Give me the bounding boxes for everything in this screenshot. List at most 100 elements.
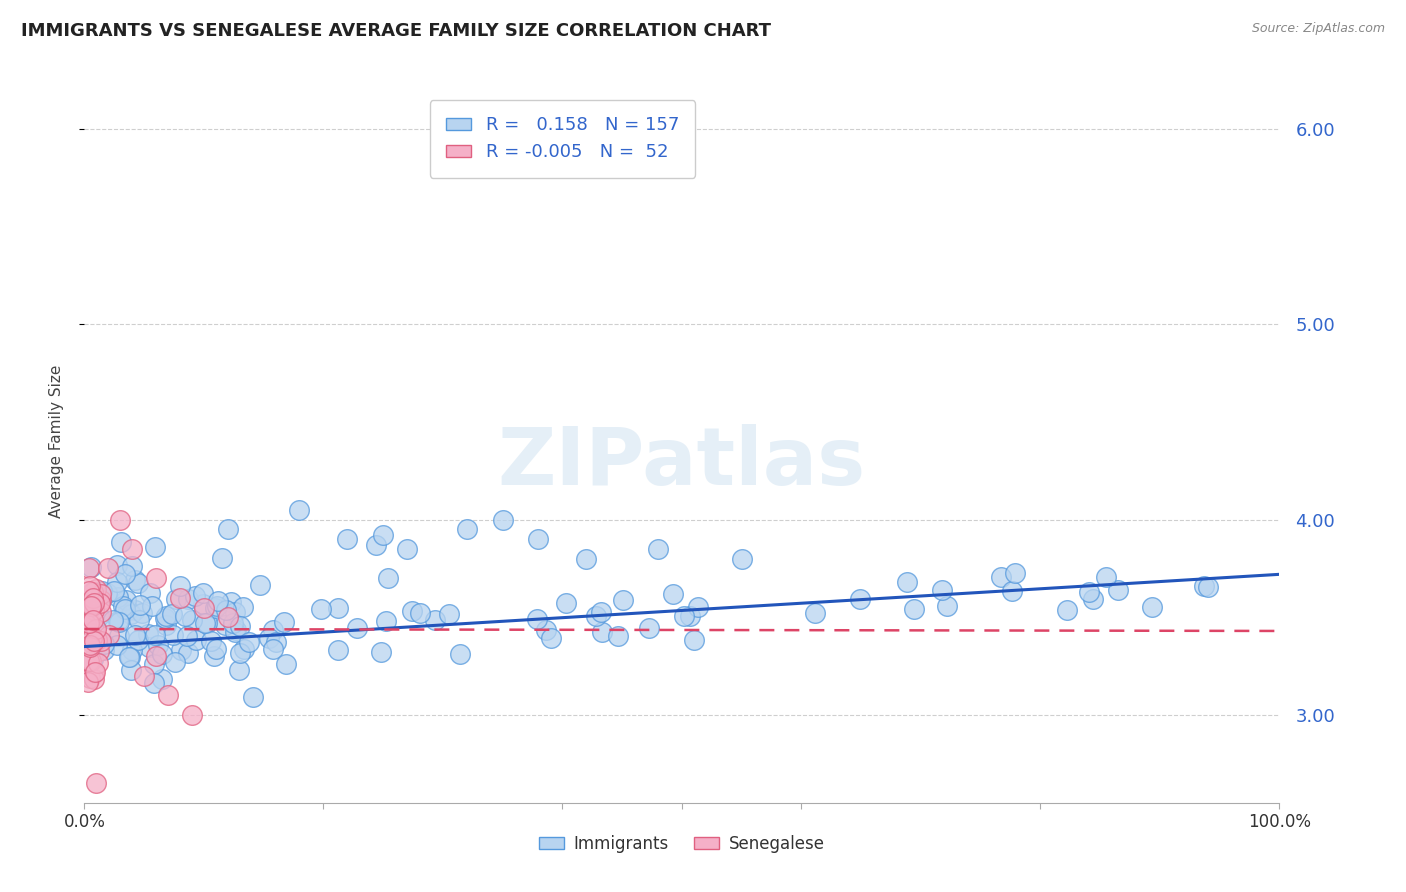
Point xyxy=(526,612,548,626)
Point xyxy=(257,631,280,645)
Point xyxy=(138,640,160,655)
Point xyxy=(224,624,246,639)
Point xyxy=(935,599,957,614)
Point xyxy=(191,586,214,600)
Point xyxy=(82,591,104,606)
Point xyxy=(165,591,187,606)
Point xyxy=(124,603,146,617)
Point xyxy=(80,599,103,613)
Point xyxy=(222,616,245,631)
Point xyxy=(1004,566,1026,580)
Point xyxy=(83,596,105,610)
Point xyxy=(204,601,226,615)
Point xyxy=(84,582,107,596)
Point xyxy=(82,652,104,666)
Point xyxy=(143,657,166,672)
Point xyxy=(80,628,103,642)
Point xyxy=(225,623,247,637)
Point xyxy=(170,643,193,657)
Point xyxy=(107,638,129,652)
Point xyxy=(449,648,471,662)
Point xyxy=(1095,570,1118,584)
Point xyxy=(93,637,115,651)
Point xyxy=(80,654,103,668)
Point xyxy=(238,635,260,649)
Point xyxy=(86,656,108,670)
Point xyxy=(90,605,112,619)
Point xyxy=(79,626,101,640)
Point xyxy=(242,690,264,704)
Point xyxy=(232,600,254,615)
Point xyxy=(83,666,105,681)
Point xyxy=(120,664,142,678)
Point xyxy=(527,532,550,546)
Point xyxy=(90,592,112,607)
Point xyxy=(138,627,160,641)
Point xyxy=(79,640,101,655)
Point xyxy=(176,629,198,643)
Point xyxy=(79,615,101,630)
Point xyxy=(194,615,217,630)
Point xyxy=(181,707,204,722)
Point xyxy=(214,618,236,632)
Point xyxy=(86,776,108,790)
Point xyxy=(205,641,228,656)
Point xyxy=(114,567,136,582)
Point xyxy=(262,623,284,637)
Point xyxy=(1078,584,1101,599)
Text: ZIPatlas: ZIPatlas xyxy=(498,425,866,502)
Point xyxy=(288,503,311,517)
Point xyxy=(83,624,105,638)
Point xyxy=(107,629,129,643)
Point xyxy=(120,607,142,621)
Point xyxy=(79,610,101,624)
Point xyxy=(83,634,105,648)
Point xyxy=(80,632,103,646)
Point xyxy=(160,607,183,622)
Point xyxy=(177,591,200,606)
Point xyxy=(540,632,562,646)
Point xyxy=(153,611,176,625)
Point xyxy=(186,633,208,648)
Point xyxy=(205,599,228,614)
Point xyxy=(1001,584,1024,599)
Point xyxy=(120,649,142,664)
Point xyxy=(110,534,132,549)
Point xyxy=(83,596,105,610)
Point xyxy=(193,600,215,615)
Point xyxy=(143,541,166,555)
Point xyxy=(1107,582,1129,597)
Point xyxy=(492,513,515,527)
Point xyxy=(207,594,229,608)
Point xyxy=(217,523,239,537)
Point xyxy=(575,551,598,566)
Point xyxy=(150,672,173,686)
Point xyxy=(110,513,132,527)
Point xyxy=(90,584,112,599)
Point xyxy=(145,571,167,585)
Point xyxy=(803,606,825,620)
Point xyxy=(612,592,634,607)
Point xyxy=(105,575,128,590)
Point xyxy=(121,541,143,556)
Point xyxy=(195,615,218,630)
Point xyxy=(229,619,252,633)
Point xyxy=(162,628,184,642)
Point xyxy=(249,578,271,592)
Point xyxy=(89,644,111,658)
Point xyxy=(77,583,100,598)
Point xyxy=(82,613,104,627)
Point xyxy=(409,607,432,621)
Point xyxy=(97,628,120,642)
Point xyxy=(83,673,105,687)
Point xyxy=(336,532,359,546)
Point xyxy=(276,657,298,671)
Point xyxy=(555,597,578,611)
Point xyxy=(114,593,136,607)
Point xyxy=(311,602,333,616)
Point xyxy=(129,598,152,612)
Point xyxy=(80,586,103,600)
Point xyxy=(107,590,129,604)
Point xyxy=(638,621,661,635)
Point xyxy=(396,541,419,556)
